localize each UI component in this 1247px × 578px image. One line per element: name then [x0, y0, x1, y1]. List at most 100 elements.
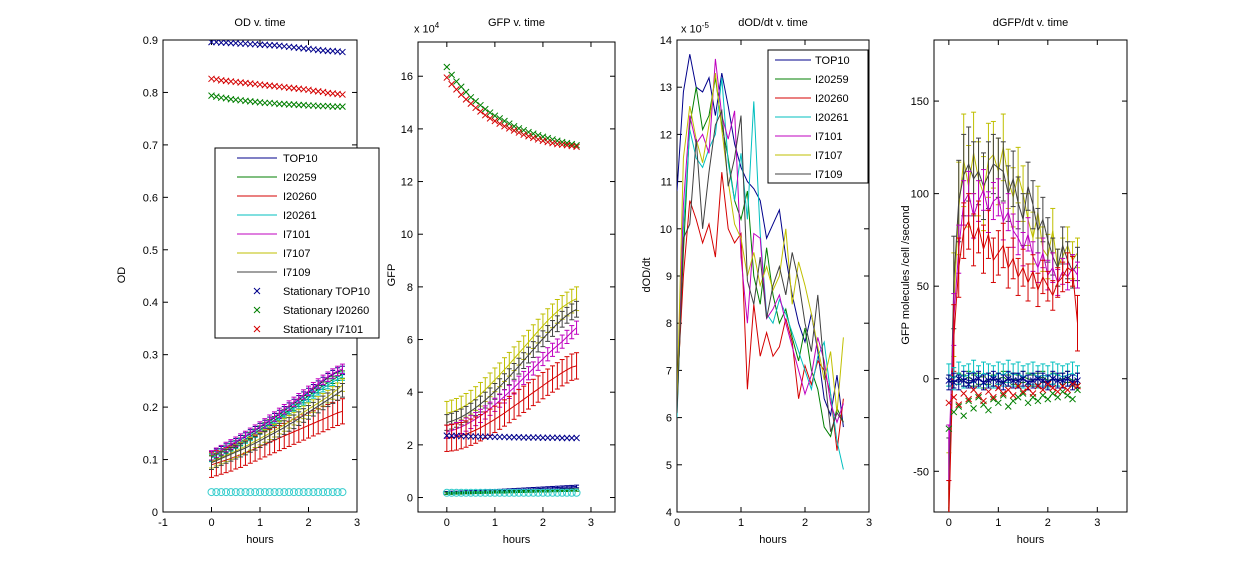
xtick-label: 0: [208, 517, 214, 529]
legend-box: [214, 147, 380, 339]
ytick-label: 100: [911, 189, 929, 201]
series-i7107: [444, 286, 580, 426]
legend: TOP10 I20259 I20260 I20261 I7101 I7107 I7109 St…: [214, 147, 380, 339]
xtick-label: -1: [158, 517, 168, 529]
legend: TOP10 I20259 I20260 I20261 I7101 I7107 I7109: [767, 49, 869, 184]
legend-label: I20261: [283, 210, 317, 222]
legend-entry-top10: TOP10: [237, 153, 318, 165]
legend-entry-i7109: I7109: [237, 267, 311, 279]
ytick-label: 13: [660, 82, 672, 94]
series-stationary-i20260: [945, 386, 1081, 433]
legend-label: I7107: [815, 150, 843, 162]
plot3-axis-multiplier: x 10-5: [681, 21, 709, 36]
ytick-label: 0: [152, 507, 158, 519]
legend-entry-i7109: I7109: [775, 169, 843, 181]
ytick-label: 6: [666, 413, 672, 425]
plot3-ylabel: dOD/dt: [641, 257, 653, 293]
legend-label: I20260: [283, 191, 317, 203]
ytick-label: 12: [401, 177, 413, 189]
ytick-label: 0.9: [143, 35, 158, 47]
legend-label: I20261: [815, 112, 849, 124]
ytick-label: 150: [911, 96, 929, 108]
ytick-label: 0.1: [143, 455, 158, 467]
ytick-label: 9: [666, 271, 672, 283]
legend-entry-i7107: I7107: [237, 248, 311, 260]
plot1-xlabel: hours: [246, 534, 274, 546]
ytick-label: 0.6: [143, 192, 158, 204]
legend-label: Stationary TOP10: [283, 286, 370, 298]
series-i7109: [946, 126, 1081, 512]
legend-entry-i20259: I20259: [237, 172, 317, 184]
series-blank: [442, 488, 581, 497]
legend-label: I7109: [283, 267, 311, 279]
plot4-title: dGFP/dt v. time: [992, 17, 1069, 29]
ytick-label: 10: [401, 229, 413, 241]
ytick-label: 4: [407, 387, 413, 399]
legend-entry-i20261: I20261: [775, 112, 849, 124]
plot3-title: dOD/dt v. time: [738, 17, 808, 29]
ytick-label: 0.8: [143, 87, 158, 99]
legend-label: TOP10: [815, 55, 850, 67]
series-stationary-top10: [208, 40, 346, 56]
legend-entry-i7107: I7107: [775, 150, 843, 162]
series-top10: [677, 54, 844, 428]
series-i20259: [677, 77, 844, 438]
ytick-label: 0.7: [143, 140, 158, 152]
ytick-label: 0.5: [143, 245, 158, 257]
ytick-label: 0.3: [143, 350, 158, 362]
xtick-label: 2: [1045, 517, 1051, 529]
xtick-label: 1: [738, 517, 744, 529]
legend-entry-i7101: I7101: [775, 131, 843, 143]
axes-box: [933, 39, 1128, 513]
axes-box: [417, 41, 616, 513]
series-blank: [207, 488, 347, 497]
ytick-label: 12: [660, 129, 672, 141]
series-stationary-top10: [443, 432, 580, 442]
series-stationary-i20260: [208, 92, 346, 110]
ytick-label: 0.2: [143, 402, 158, 414]
plot2-xlabel: hours: [502, 534, 531, 546]
ytick-label: 14: [401, 124, 413, 136]
plot2-axis-multiplier: x 104: [414, 21, 440, 36]
subplot-3: 0 1 2 34567891011121314TOP10I20259I20260I20…: [660, 35, 872, 529]
ytick-label: 14: [660, 35, 672, 47]
series-i7109: [209, 383, 345, 471]
plot1-title: OD v. time: [234, 17, 286, 29]
xtick-label: 1: [492, 517, 498, 529]
plot2-ylabel: GFP: [386, 263, 398, 287]
xtick-label: 0: [674, 517, 680, 529]
xtick-label: 1: [995, 517, 1001, 529]
legend-entry-i20259: I20259: [775, 74, 849, 86]
legend-label: I7109: [815, 169, 843, 181]
legend-label: I20259: [815, 74, 849, 86]
subplot-1: -1 0 1 2 300.10.20.30.40.50.60.70.80.9TOP10I…: [143, 35, 380, 529]
ytick-label: 2: [407, 440, 413, 452]
series-i7101: [677, 58, 844, 424]
xtick-label: 3: [1094, 517, 1100, 529]
xtick-label: 0: [946, 517, 952, 529]
subplot-4: 0 1 2 3 -50 0 50 100 150: [911, 39, 1128, 529]
series-stationary-i7101: [208, 75, 346, 98]
ytick-label: 0: [923, 374, 929, 386]
legend-entry-stationary-i20260: Stationary I20260: [253, 305, 369, 317]
legend-entry-i20261: I20261: [237, 210, 317, 222]
series-i7101: [946, 169, 1081, 482]
series-i20260: [946, 193, 1081, 512]
ytick-label: -50: [913, 466, 929, 478]
legend-entry-i20260: I20260: [775, 93, 849, 105]
ytick-label: 7: [666, 365, 672, 377]
ytick-label: 4: [666, 507, 672, 519]
ytick-label: 6: [407, 335, 413, 347]
plot1-ylabel: OD: [116, 266, 128, 284]
legend-entry-i20260: I20260: [237, 191, 317, 203]
plot4-ylabel: GFP molecules /cell /second: [900, 205, 912, 345]
xtick-label: 0: [444, 517, 450, 529]
ytick-label: 0: [407, 493, 413, 505]
legend-label: I7101: [815, 131, 843, 143]
legend-entry-i7101: I7101: [237, 229, 311, 241]
legend-entry-top10: TOP10: [775, 55, 850, 67]
ytick-label: 8: [407, 282, 413, 294]
plot4-xlabel: hours: [1016, 534, 1045, 546]
